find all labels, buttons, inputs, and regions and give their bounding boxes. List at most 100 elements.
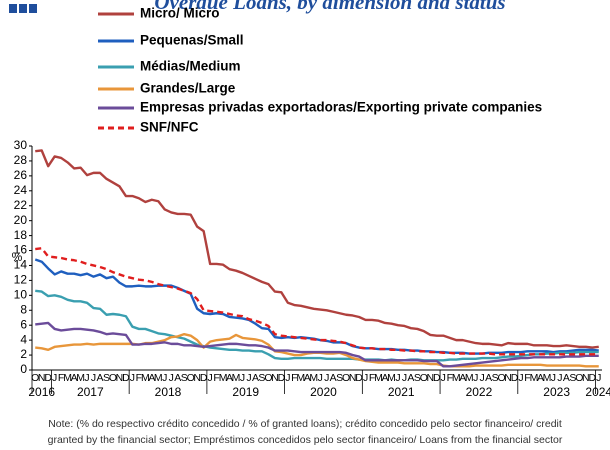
- x-tick-label: J: [208, 372, 213, 384]
- legend-label: Médias/Medium: [140, 59, 241, 74]
- x-tick-label: J: [473, 372, 478, 384]
- x-tick-label: J: [395, 372, 400, 384]
- x-tick-label: J: [402, 372, 407, 384]
- y-tick-label: 16: [14, 243, 28, 257]
- y-tick-label: 8: [20, 302, 27, 316]
- x-tick-label: J: [557, 372, 562, 384]
- year-label: 2018: [155, 385, 182, 399]
- x-tick-label: M: [296, 372, 305, 384]
- series-line: [35, 289, 599, 362]
- x-tick-label: M: [219, 372, 228, 384]
- x-tick-label: J: [84, 372, 89, 384]
- note: Note: (% do respectivo crédito concedido…: [48, 418, 562, 430]
- x-tick-label: O: [264, 372, 272, 384]
- series-line: [35, 321, 599, 368]
- y-tick-label: 30: [14, 138, 28, 152]
- x-tick-label: A: [174, 372, 181, 384]
- x-tick-label: O: [109, 372, 117, 384]
- legend-label: Grandes/Large: [140, 81, 236, 96]
- x-tick-label: N: [116, 372, 124, 384]
- year-label: 2020: [310, 385, 337, 399]
- y-tick-label: 0: [20, 362, 27, 376]
- x-tick-label: F: [213, 372, 219, 384]
- y-tick-label: 10: [14, 288, 28, 302]
- x-tick-label: O: [575, 372, 583, 384]
- x-tick-label: O: [31, 372, 39, 384]
- legend-label: SNF/NFC: [140, 120, 199, 135]
- x-tick-label: D: [588, 372, 596, 384]
- x-tick-label: S: [258, 372, 265, 384]
- x-tick-label: D: [200, 372, 208, 384]
- x-tick-label: D: [122, 372, 130, 384]
- x-tick-label: M: [154, 372, 163, 384]
- x-tick-label: J: [91, 372, 96, 384]
- x-tick-label: M: [387, 372, 396, 384]
- x-tick-label: J: [285, 372, 290, 384]
- chart-title: Overdue Loans, by dimension and status: [154, 0, 505, 14]
- x-tick-label: J: [52, 372, 57, 384]
- x-tick-label: M: [452, 372, 461, 384]
- x-tick-label: N: [427, 372, 435, 384]
- x-tick-label: N: [38, 372, 46, 384]
- y-tick-label: 18: [14, 228, 28, 242]
- x-tick-label: M: [76, 372, 85, 384]
- x-tick-label: O: [498, 372, 506, 384]
- y-tick-label: 22: [14, 198, 28, 212]
- x-tick-label: D: [511, 372, 519, 384]
- x-tick-label: F: [524, 372, 530, 384]
- x-tick-label: O: [342, 372, 350, 384]
- x-tick-label: M: [530, 372, 539, 384]
- year-label: 2024: [585, 385, 610, 399]
- x-tick-label: N: [349, 372, 357, 384]
- x-tick-label: O: [187, 372, 195, 384]
- legend-label: Empresas privadas exportadoras/Exporting…: [140, 100, 542, 115]
- x-tick-label: F: [58, 372, 64, 384]
- legend-label: Pequenas/Small: [140, 33, 244, 48]
- x-tick-label: N: [582, 372, 590, 384]
- series-line: [35, 247, 599, 356]
- x-tick-label: M: [543, 372, 552, 384]
- x-tick-label: J: [162, 372, 167, 384]
- series-line: [34, 258, 599, 355]
- y-tick-label: 26: [14, 168, 28, 182]
- x-tick-label: A: [97, 372, 104, 384]
- x-tick-label: A: [71, 372, 78, 384]
- x-tick-label: D: [355, 372, 363, 384]
- x-tick-label: J: [551, 372, 556, 384]
- x-tick-label: A: [537, 372, 544, 384]
- y-tick-label: 2: [20, 347, 27, 361]
- year-label: 2016: [28, 385, 55, 399]
- x-tick-label: J: [480, 372, 485, 384]
- x-tick-label: S: [181, 372, 188, 384]
- x-tick-label: F: [291, 372, 297, 384]
- x-tick-label: J: [246, 372, 251, 384]
- x-tick-label: N: [271, 372, 279, 384]
- logo-square: [29, 4, 37, 13]
- x-tick-label: F: [136, 372, 142, 384]
- x-tick-label: A: [459, 372, 466, 384]
- x-tick-label: J: [441, 372, 446, 384]
- year-label: 2019: [232, 385, 259, 399]
- x-tick-label: N: [504, 372, 512, 384]
- x-tick-label: J: [324, 372, 329, 384]
- x-tick-label: D: [433, 372, 441, 384]
- x-tick-label: S: [103, 372, 110, 384]
- x-tick-label: N: [193, 372, 201, 384]
- x-tick-label: A: [407, 372, 414, 384]
- y-tick-label: 4: [20, 332, 27, 346]
- x-tick-label: A: [148, 372, 155, 384]
- logo-square: [9, 4, 17, 13]
- x-tick-label: J: [130, 372, 135, 384]
- x-tick-label: J: [169, 372, 174, 384]
- x-tick-label: S: [336, 372, 343, 384]
- y-tick-label: 28: [14, 153, 28, 167]
- x-tick-label: A: [304, 372, 311, 384]
- y-tick-label: 14: [14, 258, 28, 272]
- x-tick-label: S: [414, 372, 421, 384]
- x-tick-label: F: [369, 372, 375, 384]
- year-label: 2022: [466, 385, 493, 399]
- note: granted by the financial sector; Emprést…: [48, 434, 563, 446]
- x-tick-label: M: [309, 372, 318, 384]
- x-tick-label: M: [63, 372, 72, 384]
